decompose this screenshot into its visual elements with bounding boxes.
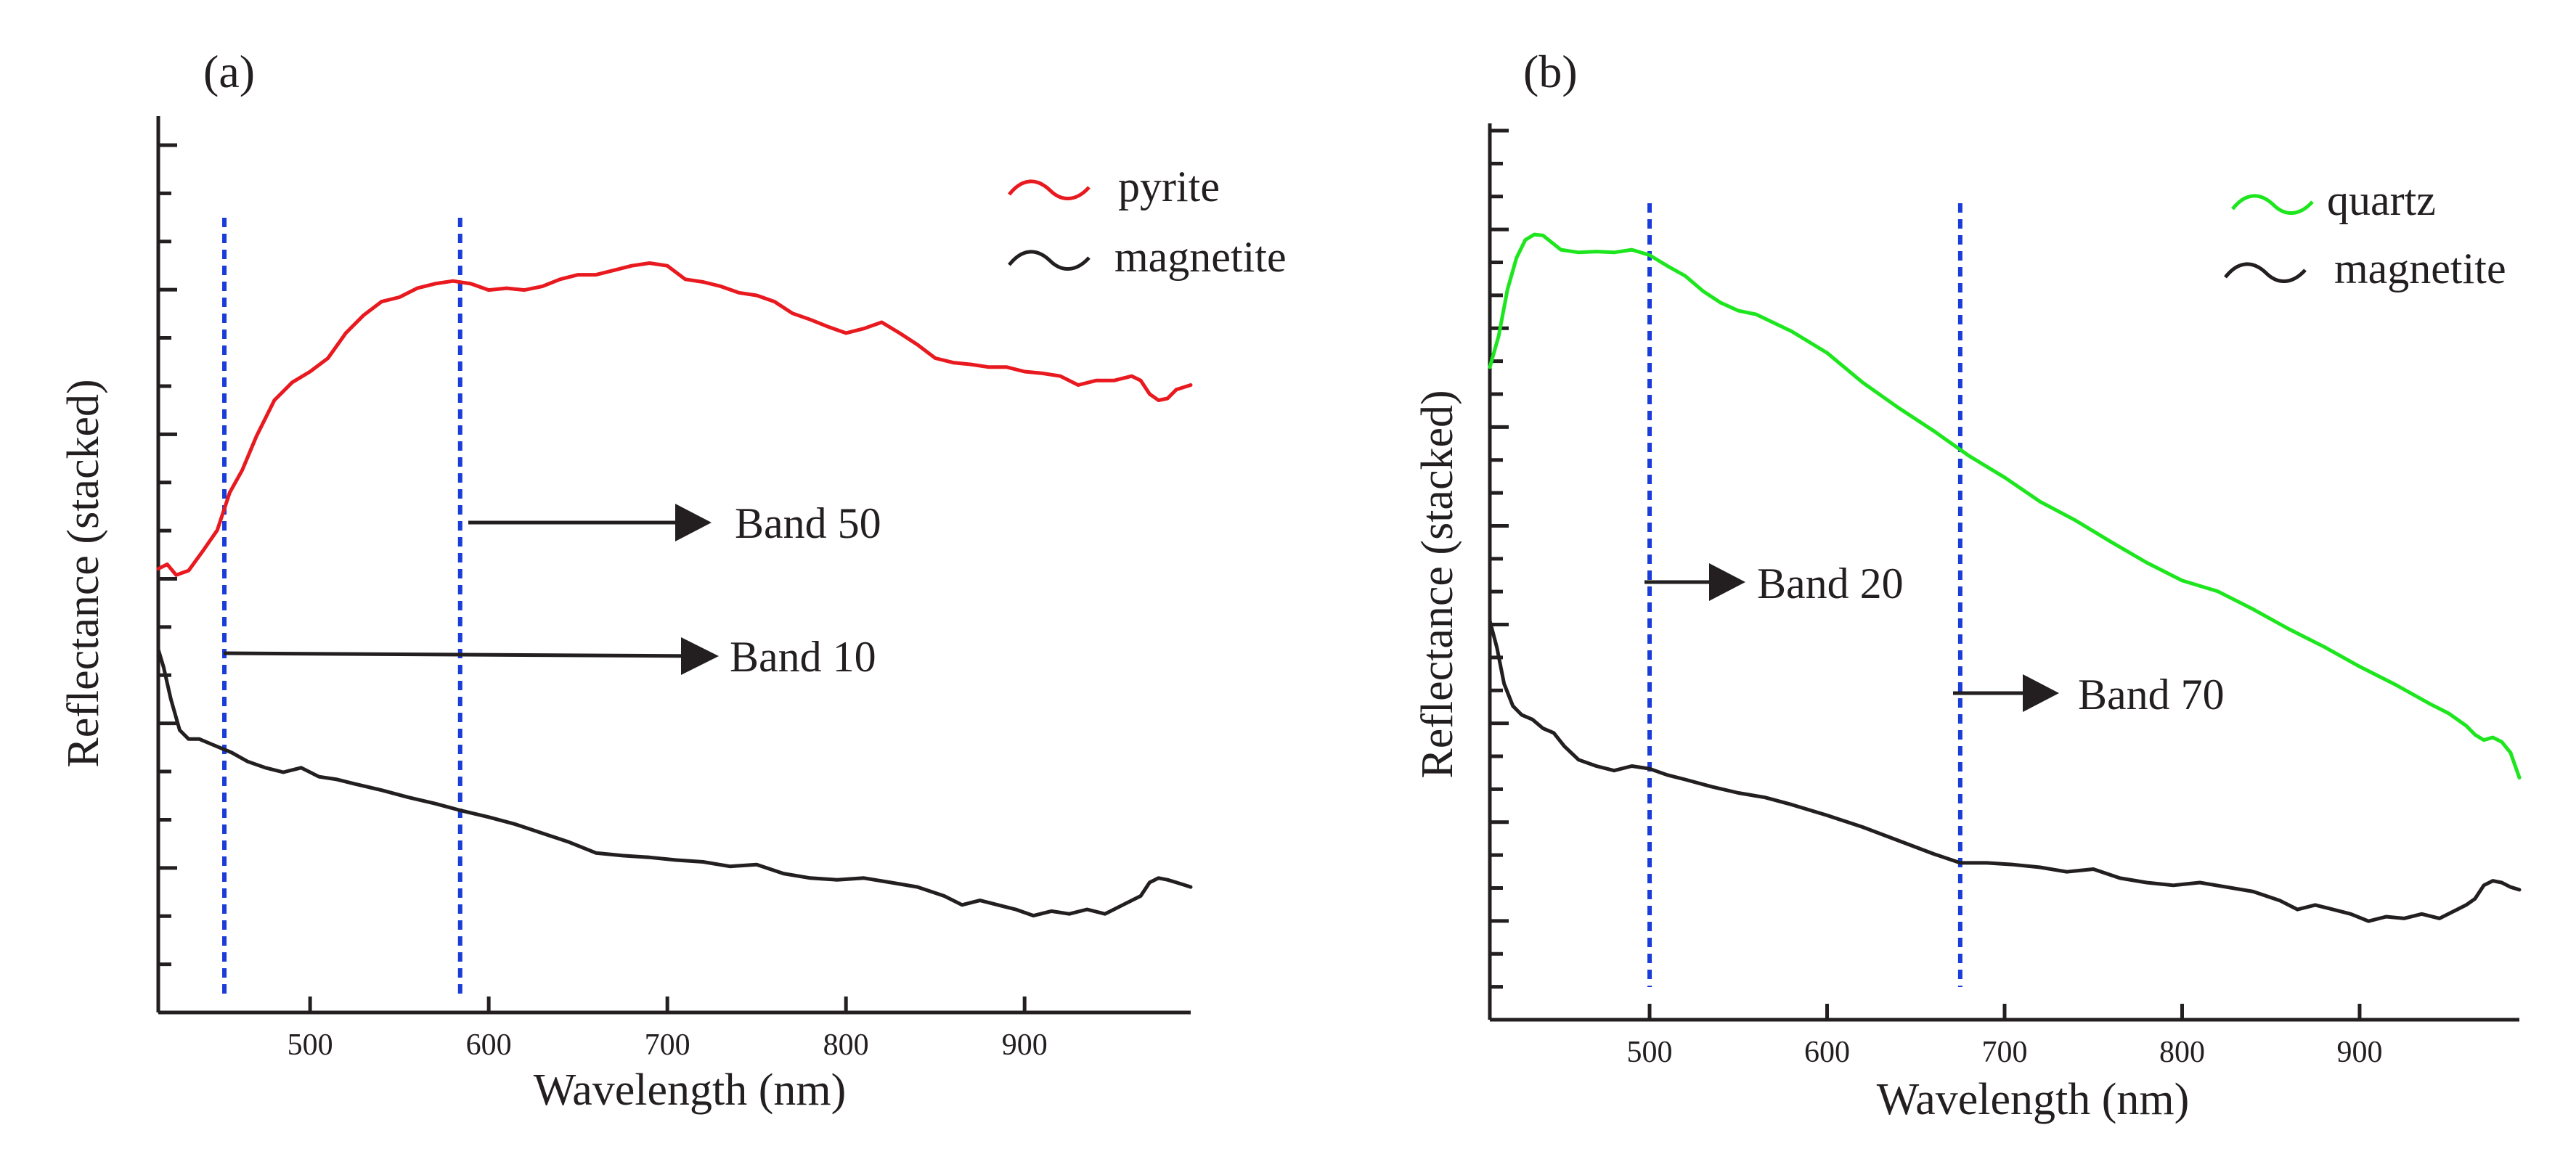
x-tick-label: 600 [1804,1036,1850,1069]
panel-a: (a) Reflectance (stacked) Wavelength (nm… [59,46,1287,1115]
legend-item-quartz: quartz [2231,176,2436,224]
x-tick-label: 600 [466,1028,512,1062]
x-axis: 500 600 700 800 900 [1490,1004,2519,1069]
x-tick-label: 500 [1627,1036,1673,1069]
legend-item-magnetite: magnetite [1008,233,1287,281]
y-axis-title: Reflectance (stacked) [1413,390,1462,778]
y-axis-ticks [1490,128,1509,1022]
y-axis [1488,123,1509,1022]
band-label: Band 70 [2078,671,2225,719]
band-annotation-band-20: Band 20 [1644,560,1904,607]
data-series [156,261,1193,918]
legend-swatch-icon [1008,179,1091,200]
x-tick-label: 700 [1982,1036,2028,1069]
x-tick-label: 800 [2159,1036,2205,1069]
series-line-magnetite [156,647,1193,918]
band-arrow [223,651,705,658]
x-tick-label: 500 [288,1028,333,1062]
panel-label: (a) [203,46,255,97]
legend-item-magnetite: magnetite [2224,245,2506,292]
x-tick-label: 900 [1002,1028,1048,1062]
band-label: Band 50 [735,499,881,547]
legend-label: quartz [2327,176,2436,224]
band-lines [1647,203,1962,987]
band-annotation-band-10: Band 10 [223,633,876,681]
series-line-pyrite [156,261,1193,577]
legend-swatch-icon [2224,262,2307,283]
legend-label: magnetite [2334,245,2506,292]
legend-label: pyrite [1118,163,1220,210]
legend-swatch-icon [2231,194,2314,215]
y-axis-ticks [158,143,177,1015]
legend: pyrite magnetite [1008,163,1287,281]
x-axis-ticks: 500 600 700 800 900 [1627,1004,2382,1069]
band-annotation-band-50: Band 50 [468,499,881,547]
band-annotation-band-70: Band 70 [1953,671,2225,719]
x-tick-label: 900 [2336,1036,2382,1069]
x-axis-title: Wavelength (nm) [534,1065,847,1115]
band-lines [222,218,462,996]
data-series [1488,232,2522,923]
x-axis-ticks: 500 600 700 800 900 [288,997,1048,1062]
band-label: Band 10 [730,633,876,681]
series-line-magnetite [1488,618,2522,923]
legend: quartz magnetite [2224,176,2506,292]
x-axis-title: Wavelength (nm) [1877,1075,2190,1124]
arrow-head-icon [1709,563,1745,601]
series-line-quartz [1488,232,2522,779]
band-label: Band 20 [1757,560,1904,607]
panel-label: (b) [1523,46,1578,97]
x-axis: 500 600 700 800 900 [158,997,1191,1062]
x-tick-label: 800 [823,1028,869,1062]
arrow-head-icon [675,504,712,541]
x-tick-label: 700 [645,1028,690,1062]
y-axis-title: Reflectance (stacked) [59,379,108,767]
legend-label: magnetite [1114,233,1287,281]
legend-swatch-icon [1008,250,1091,271]
legend-item-pyrite: pyrite [1008,163,1220,210]
arrow-head-icon [2023,674,2059,712]
panel-b: (b) Reflectance (stacked) Wavelength (nm… [1413,46,2522,1124]
arrow-head-icon [681,637,719,675]
